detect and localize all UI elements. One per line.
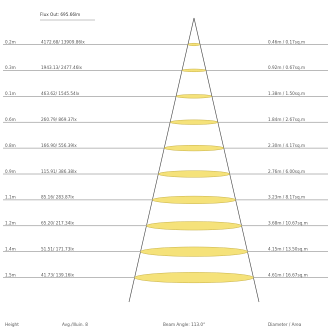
- row-illuminance-label: 260.79/ 869.37lx: [41, 117, 77, 122]
- beam-ellipse: [169, 119, 219, 125]
- footer-diameter-label: Diameter / Area: [268, 322, 302, 327]
- beam-row: 1.4m 51.51/ 171.73lx 4.15m / 13.50sq.m: [3, 247, 328, 257]
- footer-avg-illum-label: Avg./Illuin. 8: [62, 322, 88, 327]
- beam-row: 0.8m 166.90/ 556.39lx 2.30m / 4.17sq.m: [3, 143, 328, 152]
- row-diameter-label: 4.61m / 16.67sq.m: [268, 272, 308, 277]
- beam-ellipse: [152, 195, 236, 204]
- row-diameter-label: 2.76m / 6.00sq.m: [268, 169, 305, 174]
- row-height-label: 0.9m: [5, 169, 16, 174]
- row-diameter-label: 2.30m / 4.17sq.m: [268, 143, 305, 148]
- cone-left-edge: [128, 17, 195, 303]
- row-illuminance-label: 115.91/ 386.38lx: [41, 169, 77, 174]
- beam-ellipse: [175, 94, 213, 99]
- beam-row: 0.2m 4172.68/ 13909.86lx 0.46m / 0.17sq.m: [3, 39, 328, 47]
- footer-beam-angle-label: Beam Angle: 113.0°: [163, 322, 205, 327]
- row-illuminance-label: 4172.68/ 13909.86lx: [41, 39, 85, 44]
- row-illuminance-label: 85.16/ 283.87lx: [41, 195, 75, 200]
- beam-row: 0.9m 115.91/ 386.38lx 2.76m / 6.00sq.m: [3, 169, 328, 178]
- beam-row: 1.1m 85.16/ 283.87lx 3.23m / 8.17sq.m: [3, 195, 328, 204]
- beam-row: 0.6m 260.79/ 869.37lx 1.84m / 2.67sq.m: [3, 117, 328, 125]
- row-diameter-label: 1.84m / 2.67sq.m: [268, 117, 305, 122]
- row-diameter-label: 0.46m / 0.17sq.m: [268, 39, 305, 44]
- flux-out-label: Flux Out: 695.66lm: [40, 12, 80, 17]
- beam-row: 0.1m 463.62/ 1545.54lx 1.38m / 1.50sq.m: [3, 91, 328, 99]
- beam-row: 1.2m 65.20/ 217.34lx 3.68m / 10.67sq.m: [3, 221, 328, 231]
- row-height-label: 0.8m: [5, 143, 16, 148]
- beam-ellipse: [187, 42, 201, 47]
- row-height-label: 1.1m: [5, 195, 16, 200]
- row-diameter-label: 3.23m / 8.17sq.m: [268, 195, 305, 200]
- row-illuminance-label: 463.62/ 1545.54lx: [41, 91, 80, 96]
- row-diameter-label: 4.15m / 13.50sq.m: [268, 247, 308, 252]
- row-diameter-label: 1.38m / 1.50sq.m: [268, 91, 305, 96]
- row-height-label: 0.3m: [5, 65, 16, 70]
- row-diameter-label: 3.68m / 10.67sq.m: [268, 221, 308, 226]
- row-height-label: 0.6m: [5, 117, 16, 122]
- row-illuminance-label: 166.90/ 556.39lx: [41, 143, 77, 148]
- cone-right-edge: [193, 17, 260, 303]
- row-height-label: 1.2m: [5, 221, 16, 226]
- row-diameter-label: 0.92m / 0.67sq.m: [268, 65, 305, 70]
- row-illuminance-label: 41.73/ 139.16lx: [41, 272, 75, 277]
- beam-row: 0.3m 1943.13/ 2477.46lx 0.92m / 0.67sq.m: [3, 65, 328, 73]
- row-height-label: 0.2m: [5, 39, 16, 44]
- row-height-label: 1.5m: [5, 272, 16, 277]
- row-height-label: 0.1m: [5, 91, 16, 96]
- beam-row: 1.5m 41.73/ 139.16lx 4.61m / 16.67sq.m: [3, 272, 328, 284]
- row-height-label: 1.4m: [5, 247, 16, 252]
- beam-ellipse: [146, 221, 242, 231]
- rows-layer: 0.2m 4172.68/ 13909.86lx 0.46m / 0.17sq.m0…: [3, 39, 328, 284]
- beam-ellipse: [140, 246, 248, 257]
- row-illuminance-label: 1943.13/ 2477.46lx: [41, 65, 83, 70]
- beam-ellipse: [181, 68, 207, 73]
- row-illuminance-label: 51.51/ 171.73lx: [41, 247, 75, 252]
- beam-ellipse: [134, 272, 254, 284]
- beam-ellipse: [163, 145, 225, 152]
- row-illuminance-label: 65.20/ 217.34lx: [41, 221, 75, 226]
- footer-height-label: Height: [5, 322, 19, 327]
- beam-ellipse: [158, 170, 230, 178]
